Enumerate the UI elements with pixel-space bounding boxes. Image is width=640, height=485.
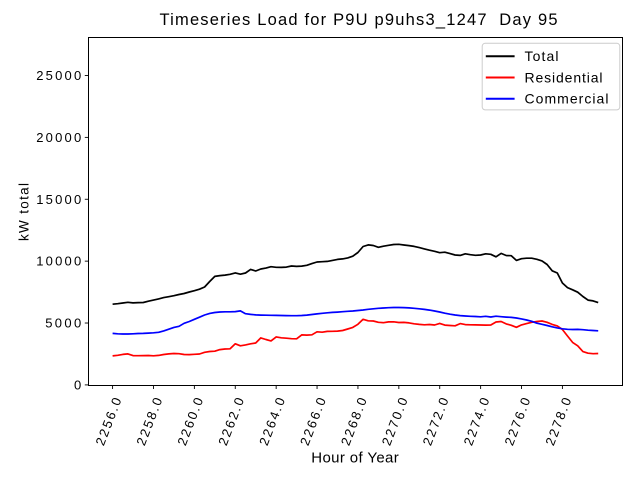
svg-text:25000: 25000 (36, 68, 81, 83)
svg-text:0: 0 (74, 378, 81, 393)
svg-text:10000: 10000 (36, 254, 81, 269)
svg-text:Residential: Residential (525, 69, 603, 85)
svg-text:Commercial: Commercial (525, 91, 609, 107)
svg-text:Timeseries Load for P9U p9uhs3: Timeseries Load for P9U p9uhs3_1247 Day … (160, 11, 558, 29)
svg-text:Total: Total (525, 48, 559, 64)
svg-text:kW total: kW total (17, 183, 32, 241)
svg-text:15000: 15000 (36, 192, 81, 207)
svg-text:20000: 20000 (36, 130, 81, 145)
svg-text:Hour of Year: Hour of Year (311, 450, 399, 467)
